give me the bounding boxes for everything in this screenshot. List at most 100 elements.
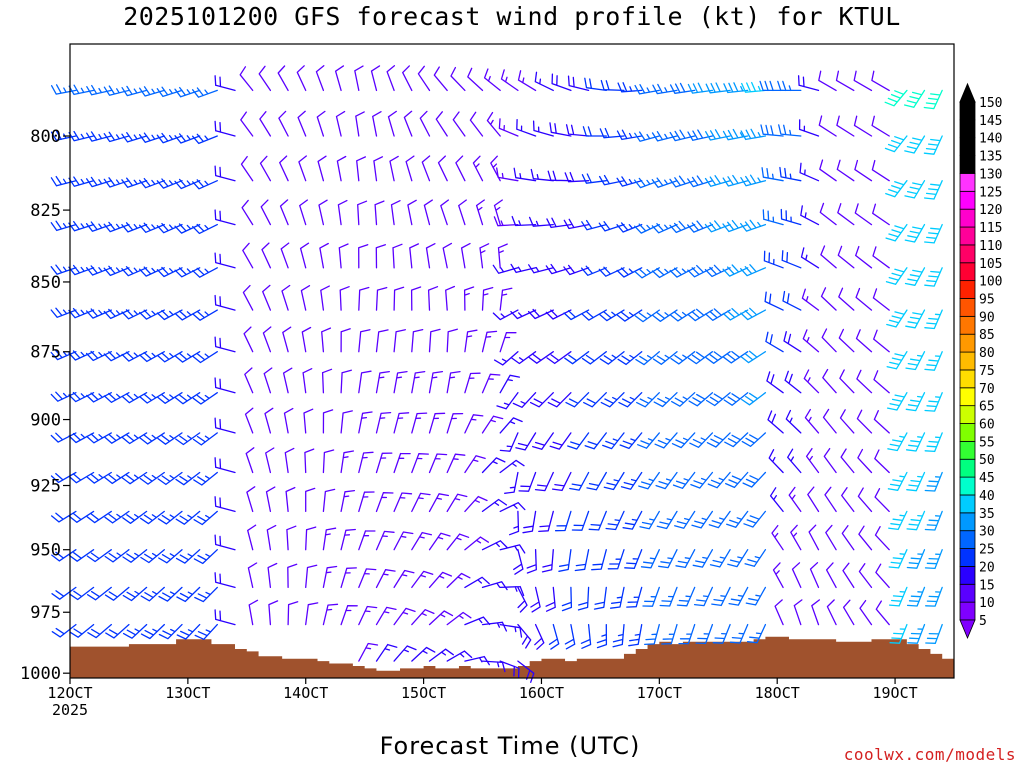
wind-barb — [563, 218, 590, 230]
wind-barb — [633, 177, 660, 189]
wind-barb — [409, 243, 420, 269]
wind-barb — [280, 242, 290, 269]
wind-barb — [260, 199, 272, 226]
wind-barb — [375, 411, 392, 434]
y-tick-label: 975 — [30, 603, 61, 623]
wind-barb — [837, 203, 855, 226]
wind-barb — [103, 131, 130, 143]
wind-barb — [355, 111, 365, 137]
x-tick-label: 13OCT — [165, 684, 210, 702]
wind-barb — [481, 457, 506, 474]
wind-barb — [596, 623, 608, 649]
x-tick-label: 18OCT — [755, 684, 800, 702]
wind-barb — [68, 176, 95, 187]
y-tick-label: 800 — [30, 127, 61, 147]
wind-barb — [723, 82, 749, 94]
wind-barb — [122, 549, 148, 563]
wind-barb — [303, 408, 314, 434]
wind-barb — [885, 180, 908, 198]
wind-barb — [193, 471, 218, 486]
wind-barb — [652, 309, 678, 322]
wind-barb — [411, 531, 433, 551]
wind-barb — [192, 392, 218, 405]
wind-barb — [299, 242, 310, 269]
wind-barb — [545, 586, 556, 612]
wind-barb — [68, 549, 95, 562]
wind-barb — [175, 549, 201, 564]
wind-barb — [790, 524, 802, 551]
wind-barb — [873, 370, 890, 394]
wind-barb — [820, 245, 837, 269]
wind-barb — [819, 202, 837, 226]
wind-barb — [709, 549, 731, 568]
wind-barb — [481, 621, 508, 632]
wind-barb — [105, 623, 130, 639]
wind-barb — [842, 562, 855, 589]
wind-barb — [805, 447, 820, 474]
colorbar-label: 90 — [979, 310, 995, 325]
wind-barb — [423, 199, 433, 226]
wind-barb — [239, 66, 254, 92]
wind-barb — [357, 200, 368, 226]
wind-barb — [728, 586, 749, 606]
wind-barb — [296, 65, 307, 92]
wind-barb — [653, 392, 678, 408]
wind-barb — [411, 412, 428, 434]
wind-barb — [764, 291, 784, 311]
wind-barb — [706, 432, 731, 448]
wind-barb — [375, 370, 390, 394]
colorbar-label: 130 — [979, 167, 1002, 182]
wind-barb — [669, 267, 696, 278]
x-tick-label: 12OCT — [47, 684, 92, 702]
wind-barb — [527, 308, 554, 320]
wind-barb — [258, 65, 272, 92]
wind-barb — [841, 525, 855, 551]
credit-link[interactable]: coolwx.com/models — [843, 745, 1016, 764]
wind-barb — [322, 603, 339, 626]
wind-barb — [567, 432, 590, 450]
wind-barb — [245, 447, 255, 474]
wind-barb — [267, 562, 278, 589]
wind-barb — [50, 510, 77, 523]
wind-barb — [616, 222, 643, 233]
wind-barb — [545, 263, 572, 275]
wind-barb — [174, 178, 201, 190]
wind-barb — [825, 562, 837, 589]
wind-barb — [924, 309, 943, 330]
wind-barb — [320, 285, 330, 311]
wind-barb — [278, 110, 289, 137]
wind-barb — [532, 120, 554, 137]
wind-barb — [87, 623, 112, 639]
wind-barb — [358, 491, 375, 513]
wind-barb — [508, 510, 520, 536]
wind-barb — [421, 155, 431, 182]
wind-barb — [874, 449, 890, 474]
colorbar-segment — [959, 137, 976, 156]
wind-barb — [616, 129, 643, 141]
wind-barb — [840, 448, 855, 474]
wind-barb — [50, 175, 77, 187]
wind-barb — [86, 510, 112, 524]
wind-barb — [634, 84, 660, 95]
wind-barb — [335, 110, 346, 137]
wind-barb — [373, 156, 384, 182]
wind-barb — [722, 264, 749, 277]
wind-barb — [906, 549, 926, 569]
wind-barb — [103, 308, 130, 320]
wind-barb — [616, 267, 643, 278]
wind-barb — [68, 471, 95, 484]
wind-barb — [393, 531, 414, 551]
wind-barb — [50, 391, 77, 402]
wind-barb — [338, 243, 349, 269]
wind-barb — [857, 487, 873, 513]
wind-barb — [769, 487, 784, 513]
wind-barb — [393, 492, 413, 513]
wind-barb — [244, 367, 254, 394]
wind-barb — [140, 549, 165, 564]
colorbar-label: 25 — [979, 543, 995, 558]
wind-barb — [157, 392, 183, 404]
wind-barb — [375, 606, 397, 626]
wind-barb — [191, 133, 218, 145]
wind-barb — [104, 471, 130, 485]
wind-barb — [192, 432, 218, 446]
